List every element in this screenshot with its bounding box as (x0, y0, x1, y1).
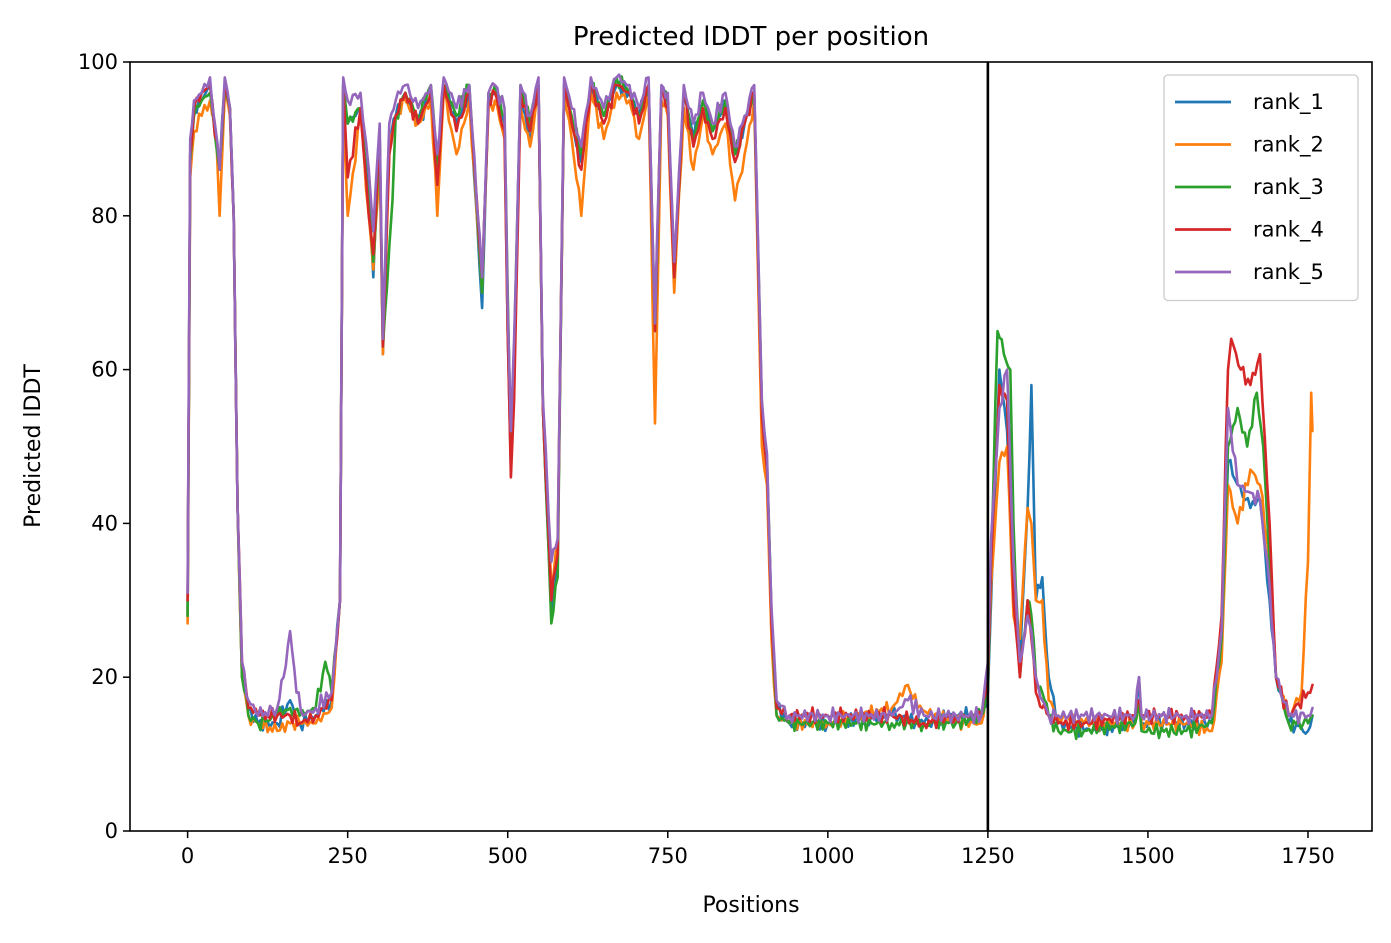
series-line-rank_5 (186, 73, 1314, 726)
y-axis-title: Predicted lDDT (21, 364, 46, 528)
x-tick-label: 250 (328, 844, 368, 868)
series-line-rank_4 (186, 83, 1314, 732)
legend: rank_1 rank_2 rank_3 rank_4 rank_5 (1163, 74, 1359, 302)
y-tick-label: 100 (78, 50, 118, 74)
y-tick-label: 40 (91, 511, 118, 535)
legend-label-rank_2: rank_2 (1253, 133, 1324, 158)
x-tick-label: 500 (488, 844, 528, 868)
x-tick-label: 1750 (1281, 844, 1334, 868)
legend-label-rank_3: rank_3 (1253, 175, 1324, 200)
y-tick-label: 60 (91, 358, 118, 382)
x-tick-label: 1250 (961, 844, 1014, 868)
x-tick-label: 0 (181, 844, 194, 868)
chart-title: Predicted lDDT per position (573, 22, 929, 52)
x-tick-label: 1000 (801, 844, 854, 868)
legend-label-rank_5: rank_5 (1253, 260, 1324, 285)
x-axis-title: Positions (702, 893, 799, 918)
x-tick-label: 1500 (1121, 844, 1174, 868)
plot-area-frame (129, 61, 1373, 832)
legend-label-rank_1: rank_1 (1253, 90, 1324, 115)
x-tick-label: 750 (648, 844, 688, 868)
y-tick-label: 0 (105, 819, 118, 843)
series-line-rank_1 (186, 80, 1314, 738)
legend-box (1163, 74, 1359, 302)
series-line-rank_3 (186, 75, 1314, 741)
series-line-rank_2 (186, 91, 1314, 737)
legend-label-rank_4: rank_4 (1253, 218, 1324, 243)
y-tick-label: 80 (91, 204, 118, 228)
y-tick-label: 20 (91, 665, 118, 689)
